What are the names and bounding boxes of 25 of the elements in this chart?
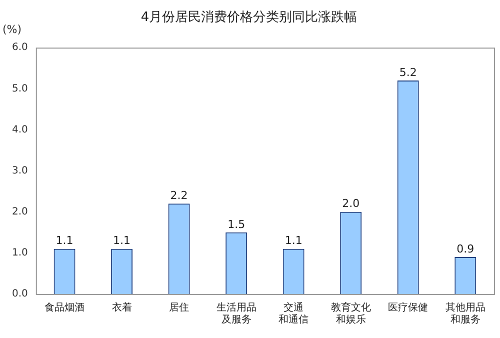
x-tick-label: 衣着 bbox=[112, 302, 132, 314]
data-label: 1.1 bbox=[56, 234, 74, 248]
y-tick-label: 3.0 bbox=[12, 165, 28, 176]
data-label: 5.2 bbox=[399, 66, 417, 79]
data-label: 2.2 bbox=[170, 189, 188, 202]
x-tick-label: 教育文化和娱乐 bbox=[330, 302, 371, 326]
x-tick-label: 生活用品及服务 bbox=[216, 302, 256, 326]
data-label: 1.5 bbox=[228, 218, 246, 231]
data-label: 0.9 bbox=[456, 242, 474, 256]
data-label: 2.0 bbox=[342, 197, 360, 210]
y-tick-label: 0.0 bbox=[12, 288, 28, 300]
y-tick-label: 6.0 bbox=[12, 42, 28, 54]
x-tick-label: 其他用品和服务 bbox=[445, 302, 486, 326]
x-tick-label: 交通和通信 bbox=[278, 302, 309, 326]
data-label: 1.1 bbox=[113, 234, 131, 248]
y-tick-label: 2.0 bbox=[12, 206, 28, 218]
x-tick-label: 居住 bbox=[169, 302, 190, 314]
chart-title: 4月份居民消费价格分类别同比涨跌幅 bbox=[140, 10, 358, 26]
y-tick-label: 5.0 bbox=[12, 83, 28, 94]
y-axis-title: (%) bbox=[2, 22, 22, 36]
y-tick-label: 1.0 bbox=[12, 248, 28, 259]
x-tick-label: 医疗保健 bbox=[388, 302, 428, 314]
y-tick-label: 4.0 bbox=[12, 124, 28, 136]
data-label: 1.1 bbox=[284, 234, 302, 248]
x-tick-label: 食品烟酒 bbox=[44, 302, 85, 314]
